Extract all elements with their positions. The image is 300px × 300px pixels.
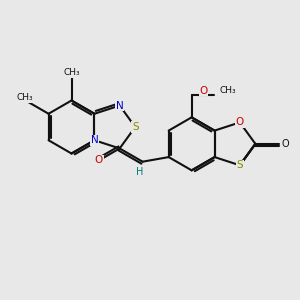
Text: O: O — [282, 139, 290, 149]
Text: CH₃: CH₃ — [63, 68, 80, 77]
Text: O: O — [200, 86, 208, 96]
Text: CH₃: CH₃ — [219, 86, 236, 95]
Text: S: S — [132, 122, 139, 132]
Text: S: S — [236, 160, 243, 170]
Text: N: N — [91, 135, 98, 145]
Text: CH₃: CH₃ — [16, 93, 33, 102]
Text: O: O — [95, 155, 103, 165]
Text: H: H — [136, 167, 143, 177]
Text: N: N — [116, 100, 124, 111]
Text: O: O — [236, 117, 244, 128]
